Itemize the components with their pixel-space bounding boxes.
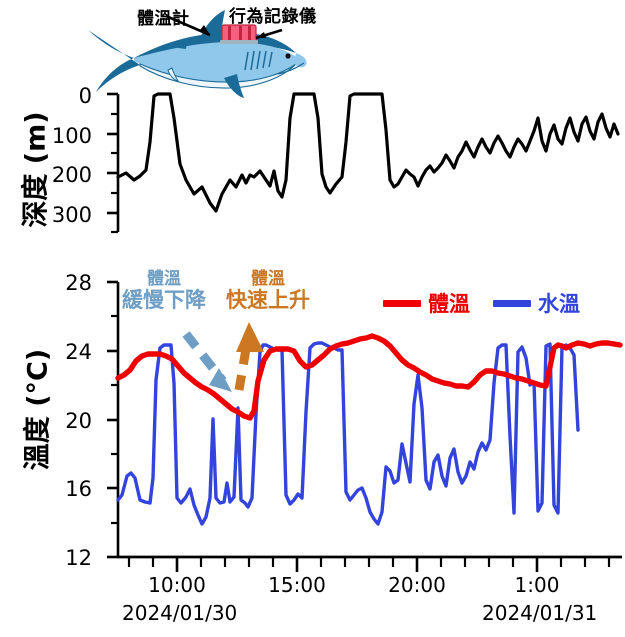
shark-flank xyxy=(134,42,300,83)
cooling-arrow xyxy=(182,331,232,392)
depth-ytick-300: 300 xyxy=(51,203,92,227)
annotation-warming-line1: 體溫 xyxy=(251,269,285,289)
annotation-cooling-line1: 體溫 xyxy=(147,269,181,289)
shark-mouth xyxy=(277,62,305,75)
temp-major-ticks xyxy=(107,280,118,559)
depth-minor-ticks xyxy=(111,112,118,234)
shark-eye xyxy=(285,53,291,59)
shark-illustration xyxy=(82,8,308,98)
depth-trace xyxy=(116,92,620,213)
xtick-label-2000: 20:00 xyxy=(388,573,446,597)
legend-swatch-water-temp xyxy=(493,299,531,307)
legend-item-water-temp: 水溫 xyxy=(493,288,580,318)
depth-ytick-100: 100 xyxy=(51,124,92,148)
date-label-start: 2024/01/30 xyxy=(122,601,238,625)
shark-second-dorsal-fin xyxy=(178,38,191,49)
x-minor-ticks xyxy=(127,557,611,567)
callout-thermometer: 體溫計 xyxy=(137,9,190,29)
xtick-label-1500: 15:00 xyxy=(268,573,326,597)
legend-item-body-temp: 體溫 xyxy=(383,288,470,318)
recorder-arrowhead xyxy=(256,32,266,38)
depth-ytick-0: 0 xyxy=(78,84,92,108)
thermometer-leader-line xyxy=(165,14,211,37)
depth-ytick-200: 200 xyxy=(51,163,92,187)
legend-label-water-temp: 水溫 xyxy=(538,292,580,316)
water-temp-trace xyxy=(116,341,580,526)
shark-tail-fin xyxy=(88,30,140,92)
shark-gill-slits xyxy=(244,50,273,71)
temp-ytick-20: 20 xyxy=(65,409,92,433)
body-temp-trace xyxy=(115,333,623,421)
warming-arrow xyxy=(234,322,264,391)
date-label-end: 2024/01/31 xyxy=(482,601,598,625)
xtick-label-0100: 1:00 xyxy=(514,573,560,597)
xtick-label-1000: 10:00 xyxy=(148,573,206,597)
annotation-warming-line2: 快速上升 xyxy=(226,288,310,313)
callout-behavior-recorder: 行為記錄儀 xyxy=(229,7,317,27)
legend-label-body-temp: 體溫 xyxy=(428,292,470,316)
temp-minor-ticks xyxy=(111,314,118,525)
annotation-cooling: 體溫 緩慢下降 xyxy=(122,269,206,313)
temp-ytick-12: 12 xyxy=(65,546,92,570)
shark-pelvic-fin xyxy=(167,67,180,82)
shark-pectoral-fin xyxy=(224,74,244,98)
thermometer-arrowhead xyxy=(200,25,210,35)
temp-ytick-28: 28 xyxy=(65,271,92,295)
temp-ytick-24: 24 xyxy=(65,340,92,364)
tag-device xyxy=(220,24,258,44)
x-major-ticks xyxy=(175,557,539,572)
legend-swatch-body-temp xyxy=(383,299,421,307)
temperature-legend: 體溫 水溫 xyxy=(383,288,580,318)
depth-major-ticks xyxy=(107,92,118,215)
annotation-cooling-line2: 緩慢下降 xyxy=(122,288,206,313)
temp-ytick-16: 16 xyxy=(65,477,92,501)
annotation-warming: 體溫 快速上升 xyxy=(226,269,310,313)
